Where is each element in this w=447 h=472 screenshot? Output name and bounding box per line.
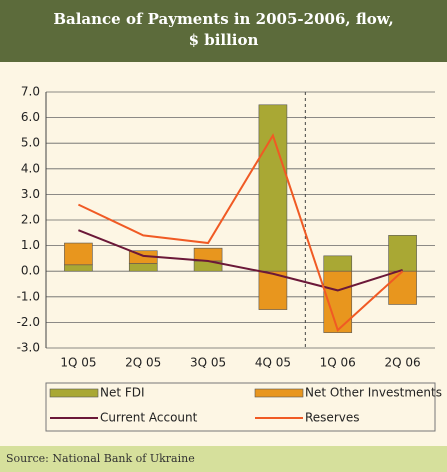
y-tick-label: 4.0 [21, 161, 40, 175]
y-tick-label: 2.0 [21, 213, 40, 227]
bar [388, 235, 417, 272]
line [77, 133, 404, 332]
y-tick-label: -1.0 [17, 289, 40, 303]
chart: 7.0 6.0 5.0 4.0 3.0 2.0 1.0 0.0 -1.0 -2.0 -3.0 1Q 0… [17, 85, 442, 432]
y-tick-label: 7.0 [21, 85, 40, 99]
x-tick-label: 1Q 05 [60, 356, 96, 370]
x-tick-label: 4Q 05 [255, 356, 291, 370]
legend-label: Net Other Investments [305, 386, 442, 400]
bar [64, 242, 93, 266]
legend-swatch [49, 388, 99, 398]
legend-label: Current Account [100, 411, 198, 425]
y-tick-label: 5.0 [21, 136, 40, 150]
bar [193, 247, 223, 262]
legend-label: Reserves [305, 411, 360, 425]
legend-label: Net FDI [100, 386, 145, 400]
y-tick-label: 3.0 [21, 187, 40, 201]
bar [64, 264, 93, 272]
bar [128, 263, 158, 272]
legend-box [45, 382, 436, 432]
source: Source: National Bank of Ukraine [0, 446, 447, 472]
y-tick-label: 0.0 [21, 264, 40, 278]
line [78, 229, 403, 292]
y-tick-label: 6.0 [21, 110, 40, 124]
legend-swatch [254, 388, 304, 398]
y-tick-label: 1.0 [21, 238, 40, 252]
bar [323, 255, 353, 272]
x-tick-label: 2Q 05 [125, 356, 161, 370]
x-tick-label: 2Q 06 [384, 356, 420, 370]
chart-title: Balance of Payments in 2005-2006, flow, … [0, 0, 447, 62]
bar [258, 270, 288, 310]
y-tick-label: -2.0 [17, 315, 40, 329]
bar [388, 270, 417, 305]
x-tick-label: 1Q 06 [320, 356, 356, 370]
y-tick-label: -3.0 [17, 341, 40, 355]
x-tick-label: 3Q 05 [190, 356, 226, 370]
bar [258, 104, 288, 272]
